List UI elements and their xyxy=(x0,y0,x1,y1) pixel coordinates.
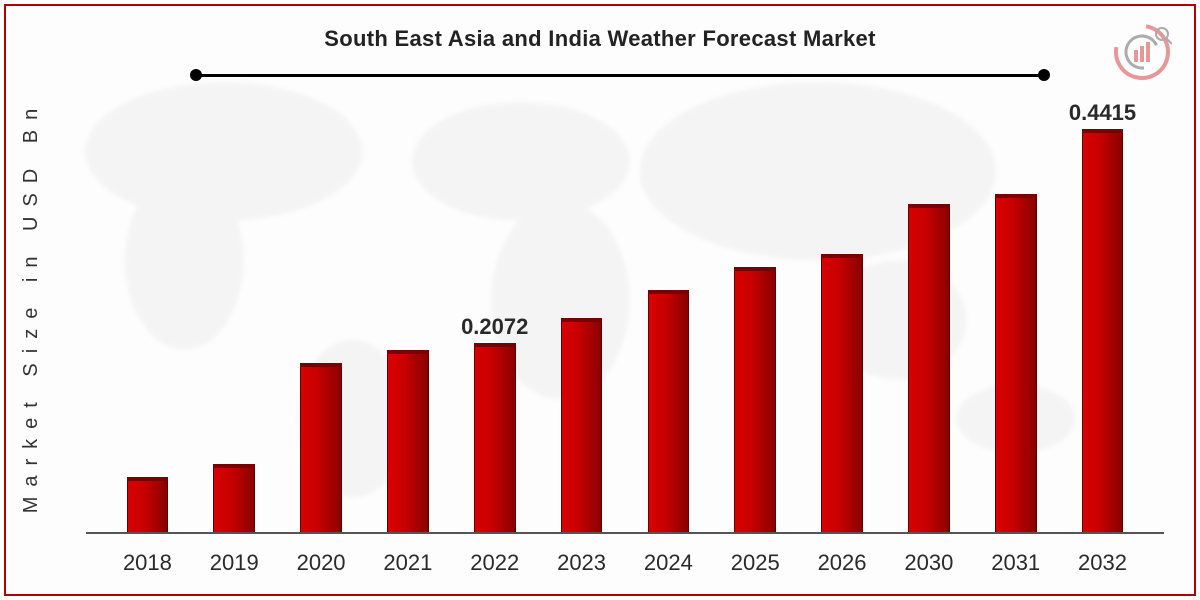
bar: 0.2072 xyxy=(474,345,516,534)
bar-cap xyxy=(1082,129,1124,133)
x-axis-tick-label: 2020 xyxy=(278,550,365,576)
bar-cap xyxy=(734,267,776,271)
bar xyxy=(300,365,342,534)
bar-slot: 0.4415 xyxy=(1059,96,1146,534)
bar-slot xyxy=(538,96,625,534)
timeline-start-dot xyxy=(190,69,202,81)
x-axis-tick-label: 2030 xyxy=(885,550,972,576)
x-axis-labels: 2018201920202021202220232024202520262030… xyxy=(104,550,1146,576)
bar-slot xyxy=(799,96,886,534)
chart-title: South East Asia and India Weather Foreca… xyxy=(6,26,1194,52)
timeline-divider xyxy=(196,68,1044,82)
x-axis-tick-label: 2031 xyxy=(972,550,1059,576)
timeline-end-dot xyxy=(1038,69,1050,81)
bar xyxy=(908,206,950,535)
x-axis-tick-label: 2032 xyxy=(1059,550,1146,576)
bar-cap xyxy=(995,194,1037,198)
bar-slot xyxy=(364,96,451,534)
bar-value-label: 0.2072 xyxy=(461,314,528,340)
bar xyxy=(648,292,690,534)
x-axis-tick-label: 2024 xyxy=(625,550,712,576)
timeline-line xyxy=(196,74,1044,77)
x-axis-tick-label: 2025 xyxy=(712,550,799,576)
bar-slot xyxy=(625,96,712,534)
x-axis-tick-label: 2018 xyxy=(104,550,191,576)
bar xyxy=(561,320,603,534)
bar-cap xyxy=(648,290,690,294)
bars-container: 0.2072 0.4415 xyxy=(104,96,1146,534)
x-axis-tick-label: 2021 xyxy=(364,550,451,576)
x-axis-tick-label: 2026 xyxy=(799,550,886,576)
bar xyxy=(821,256,863,534)
bar-cap xyxy=(127,477,169,481)
bar-slot: 0.2072 xyxy=(451,96,538,534)
bar-cap xyxy=(300,363,342,367)
bar xyxy=(387,352,429,535)
y-axis-label: Market Size in USD Bn xyxy=(20,99,43,514)
x-axis-tick-label: 2022 xyxy=(451,550,538,576)
bar-slot xyxy=(278,96,365,534)
x-axis-tick-label: 2019 xyxy=(191,550,278,576)
bar xyxy=(734,269,776,534)
bar: 0.4415 xyxy=(1082,131,1124,534)
bar-slot xyxy=(104,96,191,534)
plot-area: 0.2072 0.4415 xyxy=(86,96,1164,534)
bar-slot xyxy=(972,96,1059,534)
bar-value-label: 0.4415 xyxy=(1069,100,1136,126)
bar-slot xyxy=(885,96,972,534)
watermark-logo-icon xyxy=(1112,22,1172,82)
chart-frame: South East Asia and India Weather Foreca… xyxy=(4,4,1196,596)
bar-slot xyxy=(712,96,799,534)
bar xyxy=(995,196,1037,534)
x-axis-baseline xyxy=(86,532,1164,534)
bar-cap xyxy=(213,464,255,468)
bar-cap xyxy=(561,318,603,322)
bar-cap xyxy=(821,254,863,258)
bar xyxy=(213,466,255,534)
bar xyxy=(127,479,169,534)
x-axis-tick-label: 2023 xyxy=(538,550,625,576)
bar-slot xyxy=(191,96,278,534)
bar-cap xyxy=(387,350,429,354)
bar-cap xyxy=(474,343,516,347)
bar-cap xyxy=(908,204,950,208)
